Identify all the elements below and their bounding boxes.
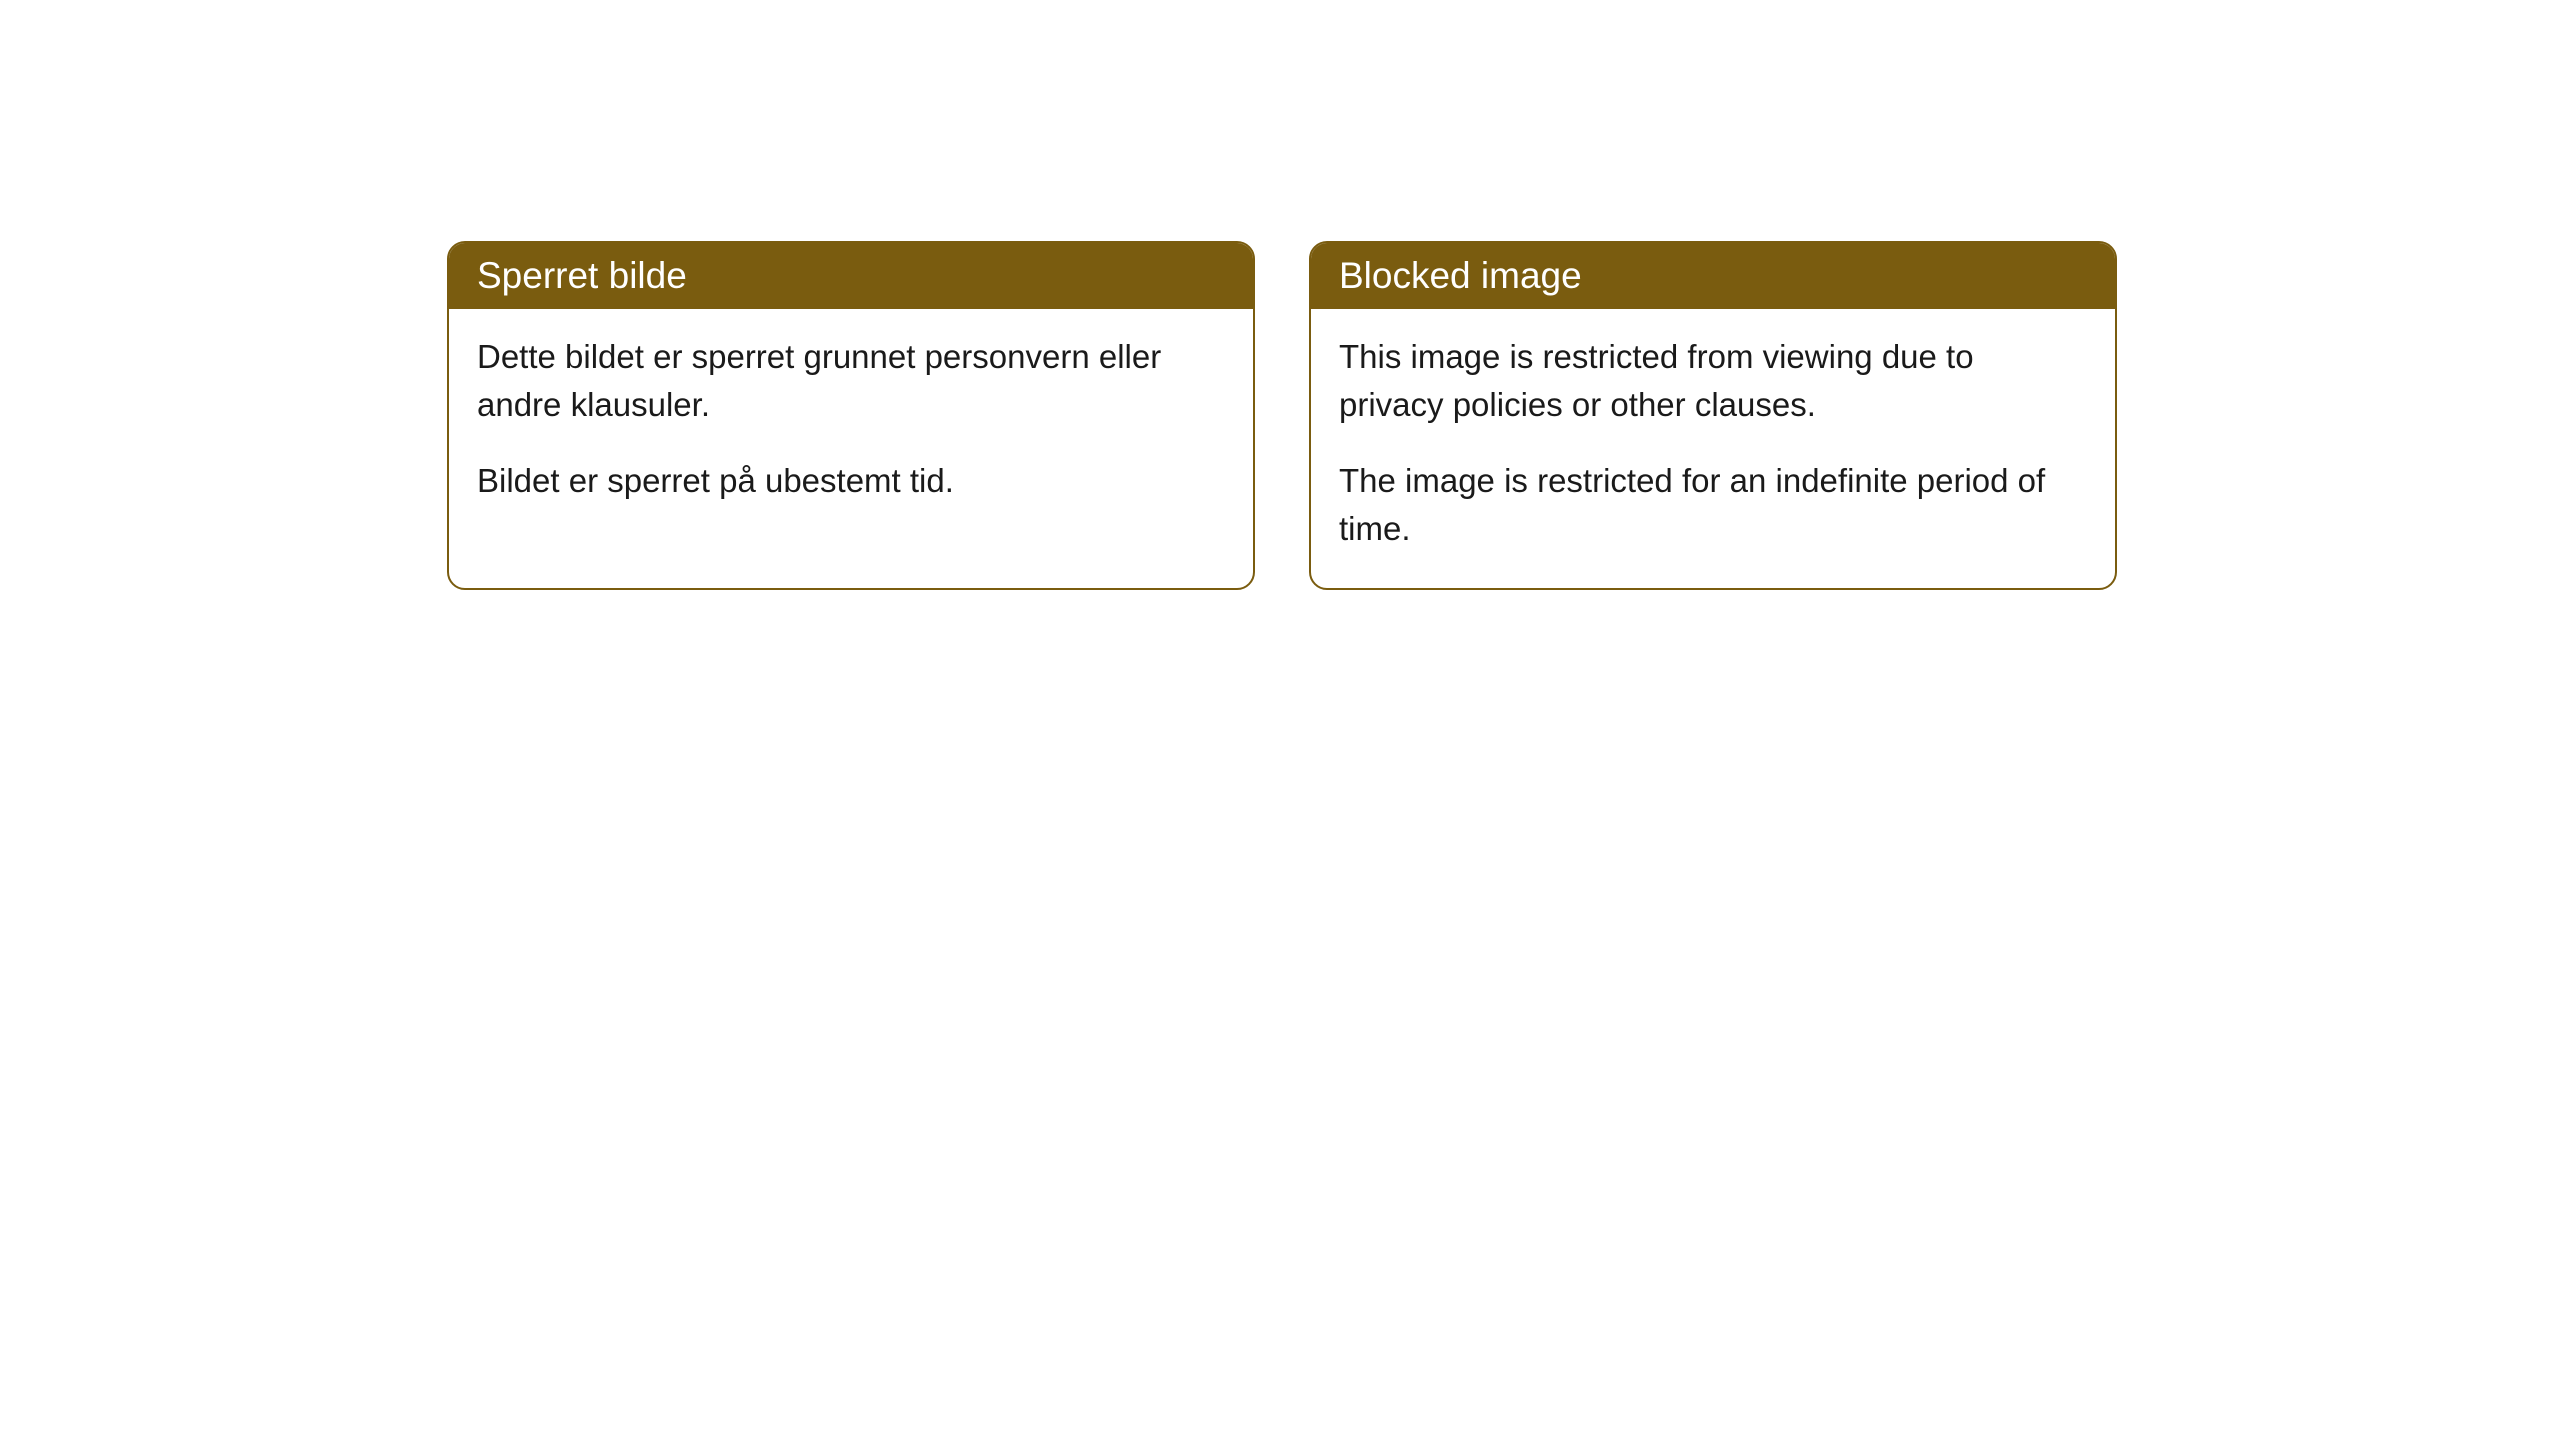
card-title: Sperret bilde [477,255,687,296]
card-title: Blocked image [1339,255,1582,296]
card-body-english: This image is restricted from viewing du… [1311,309,2115,588]
card-paragraph: Dette bildet er sperret grunnet personve… [477,333,1225,429]
notice-cards-container: Sperret bilde Dette bildet er sperret gr… [447,241,2117,590]
blocked-image-card-norwegian: Sperret bilde Dette bildet er sperret gr… [447,241,1255,590]
card-paragraph: Bildet er sperret på ubestemt tid. [477,457,1225,505]
card-paragraph: The image is restricted for an indefinit… [1339,457,2087,553]
card-body-norwegian: Dette bildet er sperret grunnet personve… [449,309,1253,541]
card-header-norwegian: Sperret bilde [449,243,1253,309]
card-paragraph: This image is restricted from viewing du… [1339,333,2087,429]
card-header-english: Blocked image [1311,243,2115,309]
blocked-image-card-english: Blocked image This image is restricted f… [1309,241,2117,590]
